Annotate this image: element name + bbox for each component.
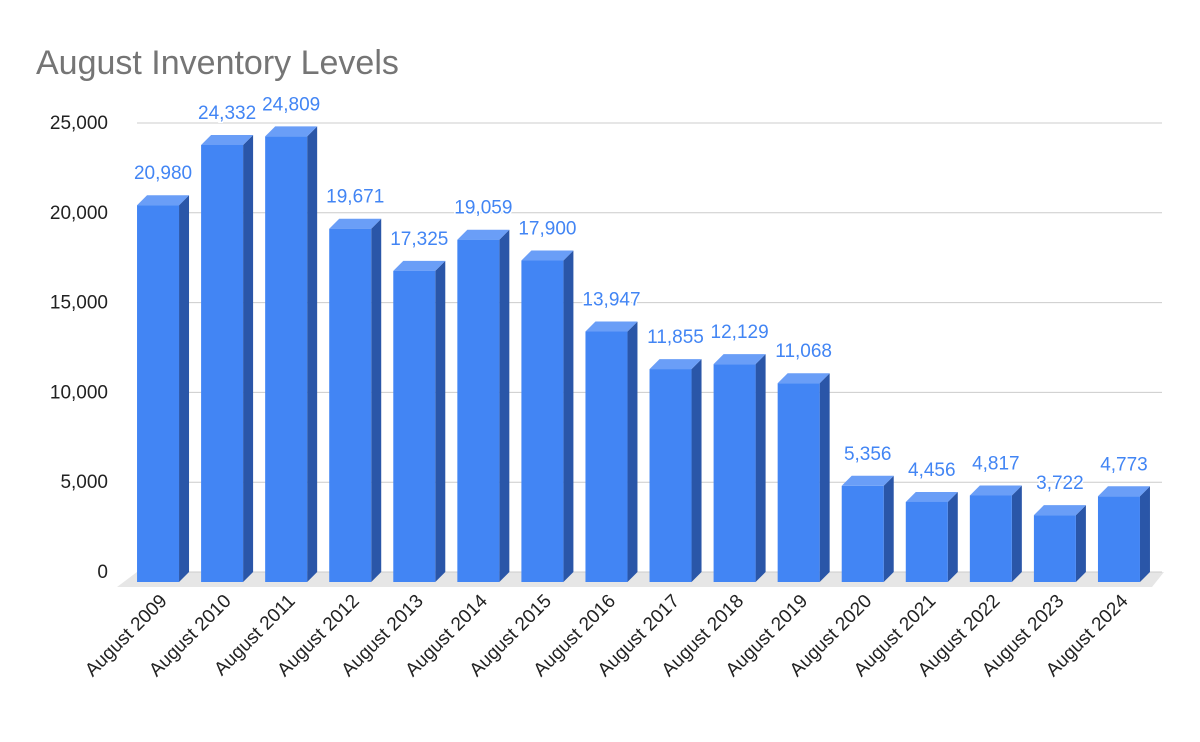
bar-side: [243, 134, 254, 582]
bar: [649, 369, 692, 582]
bar-top: [969, 485, 1022, 496]
chart-title: August Inventory Levels: [36, 44, 399, 82]
bar-side: [627, 321, 638, 582]
bar-top: [201, 134, 254, 145]
bar: [393, 270, 436, 582]
bar-top: [137, 195, 190, 206]
value-label: 4,817: [972, 453, 1020, 474]
bar: [969, 495, 1012, 582]
bar-top: [777, 373, 830, 384]
y-tick-label: 20,000: [50, 203, 108, 224]
value-label: 17,900: [518, 219, 576, 240]
bar: [329, 228, 372, 582]
bar: [905, 501, 948, 582]
bar: [457, 239, 500, 582]
bar-top: [713, 354, 766, 365]
floor: [117, 572, 1164, 587]
value-label: 20,980: [134, 163, 192, 184]
bar-top: [1097, 486, 1150, 497]
value-label: 11,068: [775, 341, 832, 362]
bar: [137, 205, 180, 582]
bar-side: [1011, 485, 1022, 582]
bar-side: [947, 491, 958, 582]
bar-side: [435, 260, 446, 582]
bar: [777, 383, 820, 582]
bar-top: [329, 218, 382, 229]
bar: [521, 260, 564, 582]
bar: [585, 331, 628, 582]
value-label: 13,947: [582, 290, 640, 311]
bar-side: [371, 218, 382, 582]
bar-top: [841, 475, 894, 486]
value-label: 5,356: [844, 444, 892, 465]
bar-top: [585, 321, 638, 332]
bar: [841, 485, 884, 582]
bar-top: [905, 491, 958, 502]
y-tick-label: 10,000: [50, 382, 108, 403]
value-label: 11,855: [647, 327, 704, 348]
bar: [713, 364, 756, 582]
bar-side: [819, 373, 830, 582]
value-label: 12,129: [711, 322, 769, 343]
bar-side: [307, 126, 318, 582]
y-tick-label: 25,000: [50, 113, 108, 134]
bar-side: [1075, 505, 1086, 582]
bar-side: [499, 229, 510, 582]
bar-side: [563, 250, 574, 583]
value-label: 24,332: [198, 103, 256, 124]
bar-top: [649, 359, 702, 370]
bar-side: [691, 359, 702, 582]
bar-top: [393, 260, 446, 271]
value-label: 19,059: [454, 198, 512, 219]
bar: [1033, 515, 1076, 582]
bar-side: [179, 195, 190, 582]
bar: [1097, 496, 1140, 582]
value-label: 4,456: [908, 460, 956, 481]
bar-side: [755, 354, 766, 582]
value-label: 19,671: [326, 187, 384, 208]
bar: [265, 136, 308, 582]
y-tick-label: 5,000: [60, 472, 108, 493]
bar: [201, 144, 244, 582]
bar-top: [265, 126, 318, 137]
y-tick-label: 0: [97, 562, 108, 583]
bar-side: [883, 475, 894, 582]
bar-top: [521, 250, 574, 261]
bar-top: [1033, 505, 1086, 516]
value-label: 3,722: [1036, 473, 1084, 494]
bar-side: [1139, 486, 1150, 582]
value-label: 24,809: [262, 94, 320, 115]
y-tick-label: 15,000: [50, 293, 108, 314]
value-label: 4,773: [1100, 454, 1148, 475]
value-label: 17,325: [390, 229, 448, 250]
bar-top: [457, 229, 510, 240]
